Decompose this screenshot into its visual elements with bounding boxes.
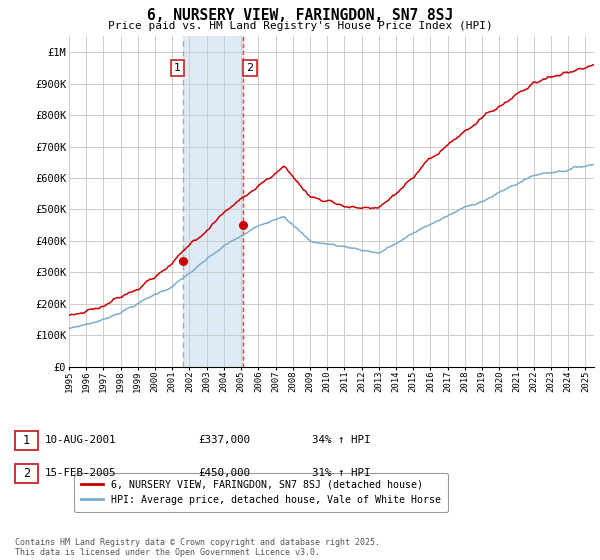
Legend: 6, NURSERY VIEW, FARINGDON, SN7 8SJ (detached house), HPI: Average price, detach: 6, NURSERY VIEW, FARINGDON, SN7 8SJ (det… — [74, 473, 448, 512]
Text: 2: 2 — [247, 63, 254, 73]
Text: Price paid vs. HM Land Registry's House Price Index (HPI): Price paid vs. HM Land Registry's House … — [107, 21, 493, 31]
Bar — [183, 36, 243, 367]
Text: 31% ↑ HPI: 31% ↑ HPI — [312, 468, 371, 478]
Text: 1: 1 — [23, 433, 30, 447]
Text: 1: 1 — [174, 63, 181, 73]
Text: £450,000: £450,000 — [198, 468, 250, 478]
Text: 6, NURSERY VIEW, FARINGDON, SN7 8SJ: 6, NURSERY VIEW, FARINGDON, SN7 8SJ — [147, 8, 453, 24]
Text: 15-FEB-2005: 15-FEB-2005 — [45, 468, 116, 478]
Text: 2: 2 — [23, 467, 30, 480]
Text: £337,000: £337,000 — [198, 435, 250, 445]
Text: 34% ↑ HPI: 34% ↑ HPI — [312, 435, 371, 445]
Text: Contains HM Land Registry data © Crown copyright and database right 2025.
This d: Contains HM Land Registry data © Crown c… — [15, 538, 380, 557]
Text: 10-AUG-2001: 10-AUG-2001 — [45, 435, 116, 445]
